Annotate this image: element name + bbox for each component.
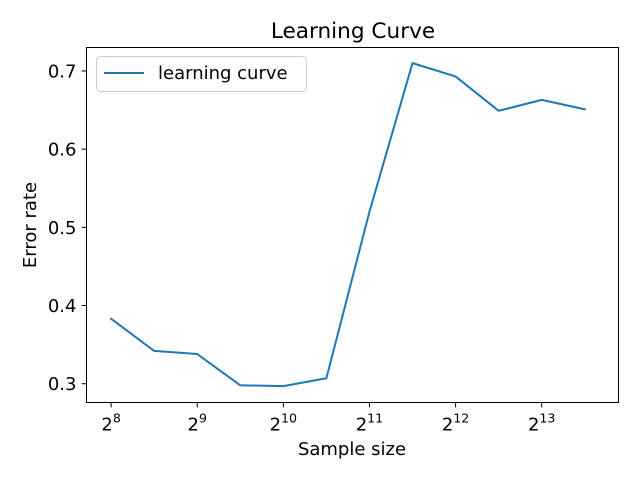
legend-label: learning curve (158, 63, 288, 84)
data-layer (109, 62, 586, 388)
x-tick-label: 212 (442, 411, 469, 436)
legend: learning curve (96, 56, 307, 92)
plot-frame (86, 47, 619, 403)
x-tick-base: 2 (187, 415, 198, 436)
x-tick-label: 211 (356, 411, 383, 436)
x-tick-base: 2 (442, 415, 453, 436)
x-tick-exponent: 12 (453, 411, 469, 426)
x-tick-base: 2 (270, 415, 281, 436)
x-axis-label: Sample size (298, 439, 406, 460)
x-tick-base: 2 (356, 415, 367, 436)
x-tick-exponent: 13 (539, 411, 555, 426)
y-tick-label: 0.4 (48, 296, 77, 317)
x-tick-exponent: 9 (199, 411, 207, 426)
chart-title: Learning Curve (271, 19, 435, 44)
y-tick-label: 0.3 (48, 374, 77, 395)
legend-box (96, 56, 307, 92)
x-tick-base: 2 (101, 415, 112, 436)
x-tick-label: 29 (187, 411, 206, 436)
x-tick-label: 28 (101, 411, 120, 436)
y-tick-label: 0.7 (48, 61, 77, 82)
x-tick-base: 2 (528, 415, 539, 436)
x-tick-exponent: 11 (367, 411, 383, 426)
x-tick-exponent: 8 (113, 411, 121, 426)
series-line (109, 62, 586, 388)
y-tick-label: 0.6 (48, 140, 77, 161)
y-tick-label: 0.5 (48, 218, 77, 239)
x-tick-label: 213 (528, 411, 555, 436)
x-tick-exponent: 10 (281, 411, 297, 426)
y-axis-label: Error rate (20, 182, 41, 268)
x-tick-label: 210 (270, 411, 297, 436)
